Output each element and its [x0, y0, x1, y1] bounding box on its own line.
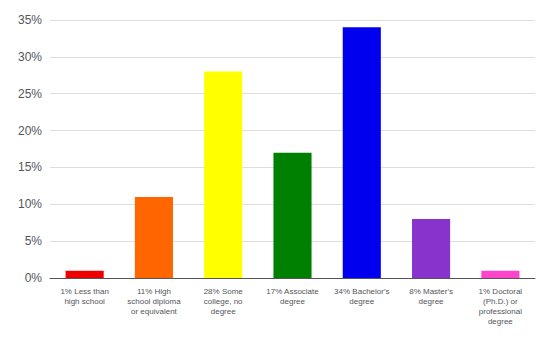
svg-text:35%: 35%	[18, 13, 42, 27]
svg-text:17% Associate: 17% Associate	[266, 287, 319, 296]
svg-text:high school: high school	[64, 297, 105, 306]
svg-text:degree: degree	[488, 317, 513, 326]
svg-text:25%: 25%	[18, 87, 42, 101]
svg-text:20%: 20%	[18, 124, 42, 138]
svg-text:10%: 10%	[18, 197, 42, 211]
svg-text:school diploma: school diploma	[127, 297, 181, 306]
svg-text:or equivalent: or equivalent	[131, 307, 178, 316]
svg-text:34% Bachelor's: 34% Bachelor's	[334, 287, 389, 296]
svg-text:1% Doctoral: 1% Doctoral	[479, 287, 523, 296]
svg-text:(Ph.D.) or: (Ph.D.) or	[483, 297, 518, 306]
svg-text:degree: degree	[419, 297, 444, 306]
svg-text:degree: degree	[211, 307, 236, 316]
svg-text:professional: professional	[479, 307, 522, 316]
svg-text:0%: 0%	[25, 271, 43, 285]
svg-text:8% Master's: 8% Master's	[409, 287, 453, 296]
svg-text:5%: 5%	[25, 234, 43, 248]
svg-text:1% Less than: 1% Less than	[60, 287, 108, 296]
svg-text:degree: degree	[280, 297, 305, 306]
svg-text:college, no: college, no	[204, 297, 243, 306]
svg-text:degree: degree	[349, 297, 374, 306]
svg-text:28% Some: 28% Some	[204, 287, 244, 296]
svg-text:11% High: 11% High	[137, 287, 171, 296]
svg-text:30%: 30%	[18, 50, 42, 64]
svg-text:15%: 15%	[18, 160, 42, 174]
